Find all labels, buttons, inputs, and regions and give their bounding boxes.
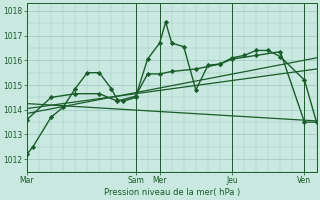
X-axis label: Pression niveau de la mer( hPa ): Pression niveau de la mer( hPa ) <box>104 188 240 197</box>
